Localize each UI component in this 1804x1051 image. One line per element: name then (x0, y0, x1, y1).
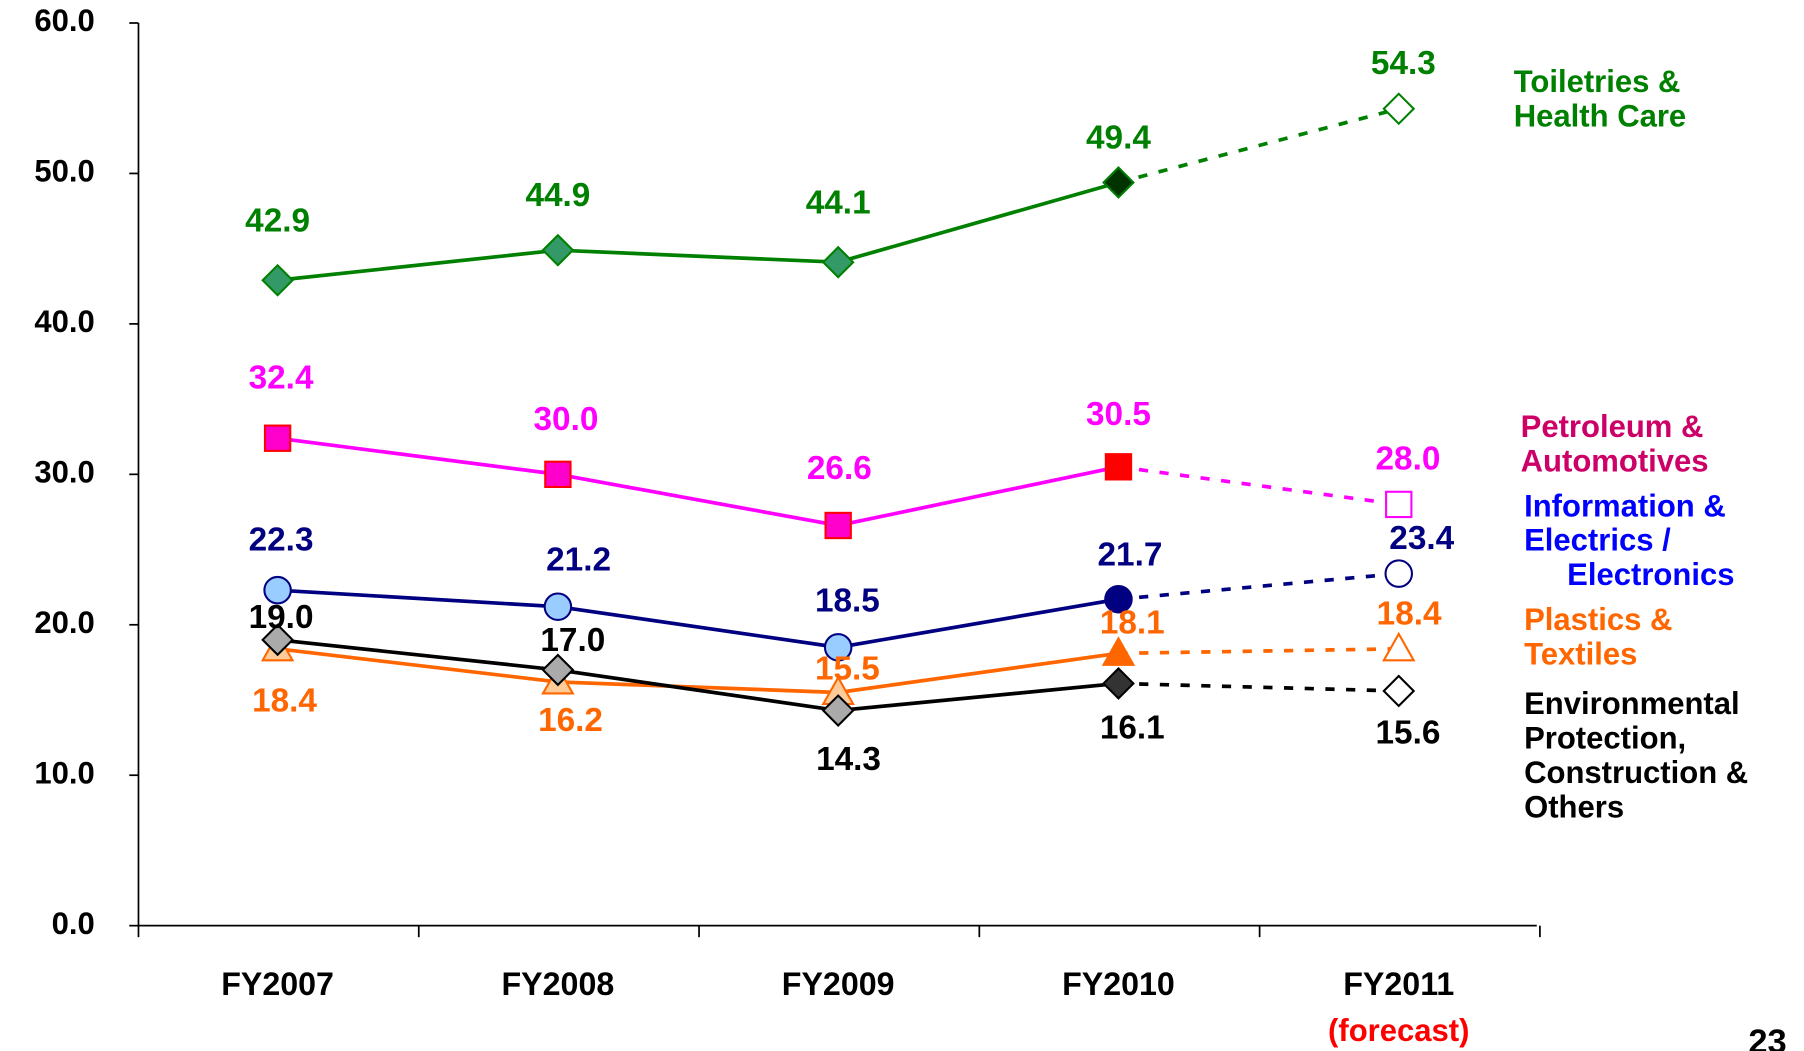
legend-line: Textiles (1524, 637, 1637, 672)
data-label: 32.4 (249, 359, 314, 396)
legend-line: Protection, (1524, 721, 1686, 756)
data-label: 44.9 (525, 177, 590, 214)
data-label: 21.7 (1098, 536, 1163, 573)
data-label: 19.0 (249, 599, 314, 636)
x-tick-label: FY2010 (1062, 966, 1175, 1002)
y-tick-label: 50.0 (34, 154, 94, 189)
legend-line: Electrics / (1524, 523, 1671, 558)
y-tick-label: 30.0 (34, 455, 94, 490)
legend-label: Petroleum & Automotives (1521, 409, 1709, 478)
marker (543, 592, 573, 621)
data-label: 44.1 (806, 185, 871, 222)
data-label: 16.2 (538, 702, 603, 739)
marker (1102, 166, 1135, 199)
legend-line: Petroleum & (1521, 409, 1704, 444)
x-tick-label: FY2009 (782, 966, 895, 1002)
y-tick-label: 10.0 (34, 755, 94, 790)
data-label: 28.0 (1376, 441, 1441, 478)
marker (263, 575, 292, 605)
y-tick-label: 40.0 (34, 304, 94, 339)
y-tick-label: 20.0 (34, 605, 94, 640)
legend-label: Plastics & Textiles (1524, 602, 1672, 671)
marker (261, 263, 295, 297)
legend-label: Environmental Protection, Construction & Ot… (1524, 686, 1748, 824)
legend-line: Others (1524, 790, 1624, 825)
forecast-line (1118, 647, 1399, 656)
forecast-line (1118, 681, 1399, 693)
legend-line: Plastics & (1524, 602, 1672, 637)
forecast-line (1118, 464, 1399, 507)
legend-line: Electronics (1524, 557, 1734, 592)
forecast-line (1118, 571, 1399, 602)
legend-label: Information & Electrics / Electronics (1524, 488, 1734, 592)
marker (1384, 559, 1414, 588)
marker (823, 633, 853, 662)
marker (824, 511, 852, 540)
data-label: 16.1 (1100, 709, 1165, 746)
legend-line: Toiletries & (1514, 64, 1681, 99)
marker (1104, 453, 1133, 481)
data-label: 22.3 (249, 522, 314, 559)
marker (1382, 631, 1416, 662)
marker (1104, 584, 1133, 614)
y-tick-label: 0.0 (52, 906, 95, 941)
marker (541, 233, 575, 267)
marker (1382, 92, 1416, 126)
data-label: 30.5 (1086, 396, 1151, 433)
marker (263, 424, 292, 452)
data-label: 49.4 (1086, 120, 1151, 157)
data-label: 18.1 (1100, 604, 1165, 641)
marker (821, 694, 855, 727)
x-tick-label: FY2007 (221, 966, 334, 1002)
marker (261, 623, 295, 657)
data-label: 18.4 (252, 683, 317, 720)
marker (544, 460, 572, 489)
series-line (277, 588, 1119, 650)
series-line (277, 180, 1119, 283)
data-label: 21.2 (546, 542, 611, 579)
series-line (277, 436, 1119, 528)
x-tick-label: FY2011 (1343, 966, 1454, 1002)
data-label: 18.4 (1377, 595, 1442, 632)
data-label: 17.0 (540, 622, 605, 659)
marker (541, 653, 575, 687)
marker (1101, 636, 1136, 666)
forecast-note: (forecast) (1328, 1013, 1469, 1048)
forecast-line (1117, 106, 1400, 185)
legend-line: Information & (1524, 488, 1726, 523)
data-label: 26.6 (807, 450, 872, 487)
page-number: 23 (1748, 1023, 1786, 1051)
marker (821, 245, 855, 279)
marker (1385, 490, 1413, 519)
series-line (277, 637, 1119, 713)
series-line (277, 647, 1119, 695)
data-label: 14.3 (816, 741, 881, 778)
data-label: 42.9 (245, 203, 310, 240)
data-label: 18.5 (815, 582, 880, 619)
marker (1102, 667, 1135, 700)
y-tick-label: 60.0 (34, 3, 94, 38)
x-tick-label: FY2008 (502, 966, 615, 1002)
marker (1382, 674, 1416, 708)
data-label: 30.0 (534, 401, 599, 438)
legend-line: Construction & (1524, 755, 1748, 790)
data-label: 15.6 (1376, 714, 1441, 751)
legend-line: Automotives (1521, 444, 1709, 479)
legend-line: Environmental (1524, 686, 1740, 721)
data-label: 23.4 (1389, 520, 1454, 557)
data-label: 54.3 (1371, 45, 1436, 82)
legend-label: Toiletries & Health Care (1514, 64, 1686, 133)
legend-line: Health Care (1514, 99, 1686, 134)
data-label: 15.5 (815, 650, 880, 687)
